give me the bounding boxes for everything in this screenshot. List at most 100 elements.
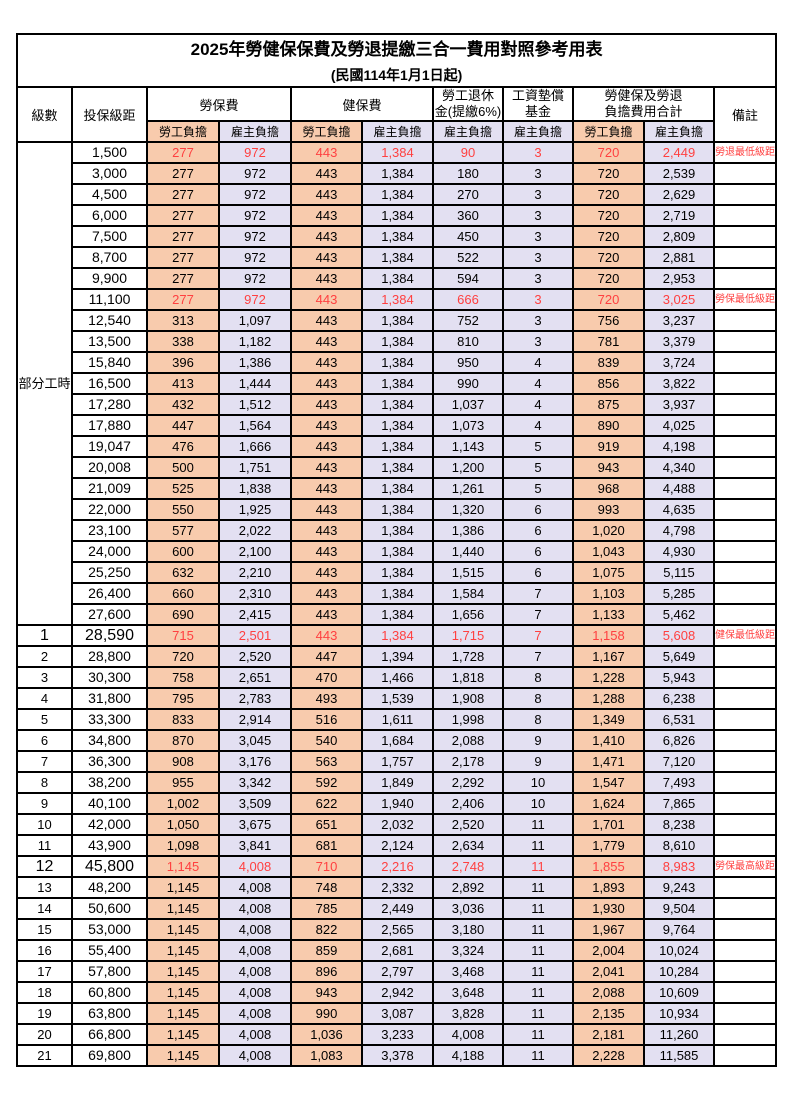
value-cell: 443	[290, 498, 363, 521]
value-cell: 752	[432, 309, 504, 332]
header-group-row: 級數 投保級距 勞保費 健保費 勞工退休 金(提繳6%) 工資墊償 基金 勞健保…	[16, 86, 778, 143]
value-cell: 3,675	[218, 813, 292, 836]
bracket-cell: 7,500	[71, 225, 148, 248]
value-cell: 972	[218, 288, 292, 311]
value-cell: 1,083	[290, 1044, 363, 1067]
value-cell: 2,681	[361, 939, 434, 962]
note-cell	[712, 225, 778, 248]
value-cell: 1,925	[218, 498, 292, 521]
value-cell: 875	[572, 393, 645, 416]
value-cell: 2,520	[218, 645, 292, 668]
value-cell: 2,088	[432, 729, 504, 752]
value-cell: 1,908	[432, 687, 504, 710]
value-cell: 3,087	[361, 1002, 434, 1025]
bracket-cell: 66,800	[71, 1023, 148, 1046]
value-cell: 6	[502, 540, 574, 563]
bracket-cell: 6,000	[71, 204, 148, 227]
value-cell: 2,914	[218, 708, 292, 731]
value-cell: 1,440	[432, 540, 504, 563]
value-cell: 2,651	[218, 666, 292, 689]
value-cell: 270	[432, 183, 504, 206]
value-cell: 1,384	[361, 351, 434, 374]
bracket-cell: 33,300	[71, 708, 148, 731]
table-row: 10 42,000 1,050 3,675 651 2,032 2,520 11 1,701 8,…	[16, 813, 778, 836]
value-cell: 8	[502, 687, 574, 710]
value-cell: 3	[502, 309, 574, 332]
value-cell: 550	[146, 498, 220, 521]
value-cell: 443	[290, 393, 363, 416]
table-row: 23,100 577 2,022 443 1,384 1,386 6 1,020 4,798	[17, 519, 778, 542]
bracket-cell: 4,500	[71, 183, 148, 206]
bracket-cell: 11,100	[71, 288, 148, 311]
value-cell: 4	[502, 393, 574, 416]
value-cell: 5	[502, 477, 574, 500]
level-cell: 18	[16, 981, 73, 1004]
value-cell: 2,449	[361, 897, 434, 920]
note-cell	[712, 792, 778, 815]
value-cell: 8	[502, 666, 574, 689]
value-cell: 443	[290, 624, 363, 647]
subheader-total-worker: 勞工負擔	[572, 120, 645, 143]
value-cell: 443	[290, 477, 363, 500]
value-cell: 1,384	[361, 183, 434, 206]
note-cell	[712, 729, 778, 752]
level-cell: 21	[16, 1044, 73, 1067]
value-cell: 1,145	[146, 855, 220, 878]
value-cell: 2,135	[572, 1002, 645, 1025]
bracket-cell: 15,840	[71, 351, 148, 374]
value-cell: 2,565	[361, 918, 434, 941]
value-cell: 3,937	[643, 393, 715, 416]
note-cell	[712, 498, 778, 521]
value-cell: 10	[502, 792, 574, 815]
bracket-cell: 26,400	[71, 582, 148, 605]
value-cell: 1,701	[572, 813, 645, 836]
value-cell: 277	[146, 162, 220, 185]
value-cell: 666	[432, 288, 504, 311]
value-cell: 972	[218, 204, 292, 227]
value-cell: 11	[502, 834, 574, 857]
table-row: 9,900 277 972 443 1,384 594 3 720 2,953	[17, 267, 778, 290]
value-cell: 1,145	[146, 1044, 220, 1067]
value-cell: 443	[290, 372, 363, 395]
value-cell: 8,983	[643, 855, 715, 878]
value-cell: 3,324	[432, 939, 504, 962]
value-cell: 1,133	[572, 603, 645, 626]
value-cell: 1,145	[146, 1023, 220, 1046]
value-cell: 443	[290, 330, 363, 353]
value-cell: 2,719	[643, 204, 715, 227]
value-cell: 908	[146, 750, 220, 773]
value-cell: 2,228	[572, 1044, 645, 1067]
value-cell: 277	[146, 267, 220, 290]
value-cell: 11,260	[643, 1023, 715, 1046]
value-cell: 1,715	[432, 624, 504, 647]
value-cell: 180	[432, 162, 504, 185]
value-cell: 2,216	[361, 855, 434, 878]
header-level: 級數	[16, 86, 73, 143]
value-cell: 8,610	[643, 834, 715, 857]
bracket-cell: 69,800	[71, 1044, 148, 1067]
value-cell: 622	[290, 792, 363, 815]
value-cell: 3,822	[643, 372, 715, 395]
value-cell: 955	[146, 771, 220, 794]
table-row: 12 45,800 1,145 4,008 710 2,216 2,748 11 1,855 8,…	[16, 855, 778, 878]
value-cell: 11,585	[643, 1044, 715, 1067]
value-cell: 1,384	[361, 561, 434, 584]
value-cell: 4,008	[218, 876, 292, 899]
value-cell: 1,384	[361, 519, 434, 542]
value-cell: 2,004	[572, 939, 645, 962]
value-cell: 500	[146, 456, 220, 479]
value-cell: 1,384	[361, 141, 434, 164]
level-cell: 17	[16, 960, 73, 983]
table-row: 20 66,800 1,145 4,008 1,036 3,233 4,008 11 2,181…	[16, 1023, 778, 1046]
value-cell: 2,881	[643, 246, 715, 269]
value-cell: 2,892	[432, 876, 504, 899]
note-cell	[712, 1002, 778, 1025]
value-cell: 1,020	[572, 519, 645, 542]
value-cell: 6,238	[643, 687, 715, 710]
value-cell: 10	[502, 771, 574, 794]
value-cell: 1,512	[218, 393, 292, 416]
table-row: 15 53,000 1,145 4,008 822 2,565 3,180 11 1,967 9,…	[16, 918, 778, 941]
value-cell: 1,684	[361, 729, 434, 752]
value-cell: 2,797	[361, 960, 434, 983]
value-cell: 972	[218, 162, 292, 185]
